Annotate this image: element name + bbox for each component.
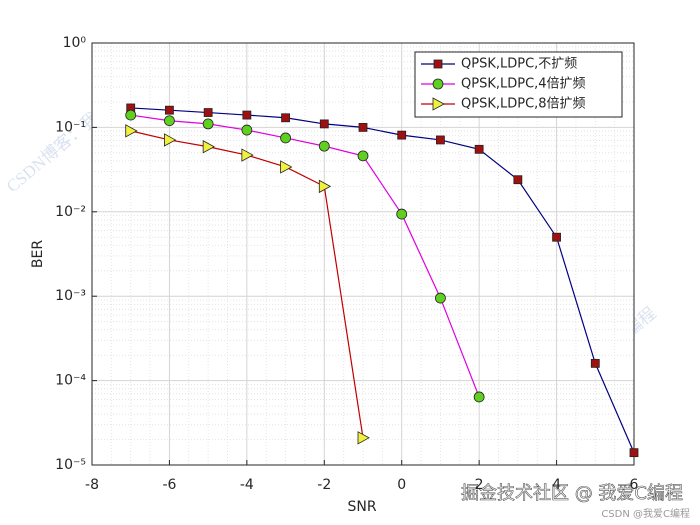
marker [164, 115, 175, 127]
marker [241, 124, 253, 136]
marker [397, 130, 407, 140]
marker [318, 140, 330, 152]
footer-small: CSDN @我爱C编程 [601, 507, 690, 520]
marker [435, 292, 446, 304]
x-axis-label: SNR [347, 499, 376, 515]
x-tick-label: -2 [317, 477, 331, 493]
marker [473, 391, 485, 403]
marker [165, 105, 174, 115]
marker [164, 133, 177, 147]
legend-label: QPSK,LDPC,8倍扩频 [461, 97, 586, 112]
legend-label: QPSK,LDPC,不扩频 [461, 57, 577, 72]
y-tick-label: 10⁻³ [55, 288, 86, 304]
y-tick-label: 10⁰ [63, 35, 87, 51]
marker [241, 148, 254, 162]
marker [474, 144, 484, 154]
marker [357, 150, 369, 162]
x-tick-label: -6 [162, 477, 176, 493]
marker [432, 97, 445, 111]
y-axis-label: BER [30, 240, 46, 268]
x-tick-label: -4 [240, 477, 254, 493]
y-tick-label: 10⁻⁵ [55, 457, 86, 473]
marker [629, 448, 639, 458]
marker [280, 132, 291, 144]
y-tick-label: 10⁻¹ [55, 119, 86, 135]
series-line [130, 107, 635, 453]
x-tick-label: 6 [630, 477, 639, 493]
marker [242, 110, 252, 120]
marker [280, 160, 293, 174]
x-tick-label: -8 [85, 477, 99, 493]
marker [202, 118, 214, 130]
marker [125, 109, 137, 121]
footer-watermark: 掘金技术社区 @ 我爱C编程 [461, 483, 683, 504]
marker [513, 175, 523, 185]
marker [552, 232, 561, 242]
series-line [130, 114, 480, 398]
marker [358, 123, 368, 132]
x-tick-label: 0 [397, 477, 406, 493]
legend: QPSK,LDPC,不扩频 QPSK,LDPC,4倍扩频 QPSK,LDPC,8倍扩… [414, 51, 623, 118]
y-tick-label: 10⁻⁴ [55, 373, 86, 389]
marker [281, 113, 290, 123]
x-tick-label: 4 [552, 477, 561, 493]
x-tick-label: 2 [475, 477, 484, 493]
marker [318, 179, 332, 194]
marker [319, 119, 329, 129]
legend-label: QPSK,LDPC,4倍扩频 [461, 77, 586, 92]
marker [125, 124, 138, 138]
marker [433, 59, 443, 69]
marker [357, 431, 370, 445]
marker [432, 78, 444, 90]
marker [396, 208, 408, 220]
plot-frame [91, 42, 635, 466]
marker [203, 108, 213, 117]
y-tick-label: 10⁻² [55, 204, 86, 220]
marker [590, 358, 600, 368]
marker [202, 140, 215, 154]
marker [436, 135, 445, 145]
